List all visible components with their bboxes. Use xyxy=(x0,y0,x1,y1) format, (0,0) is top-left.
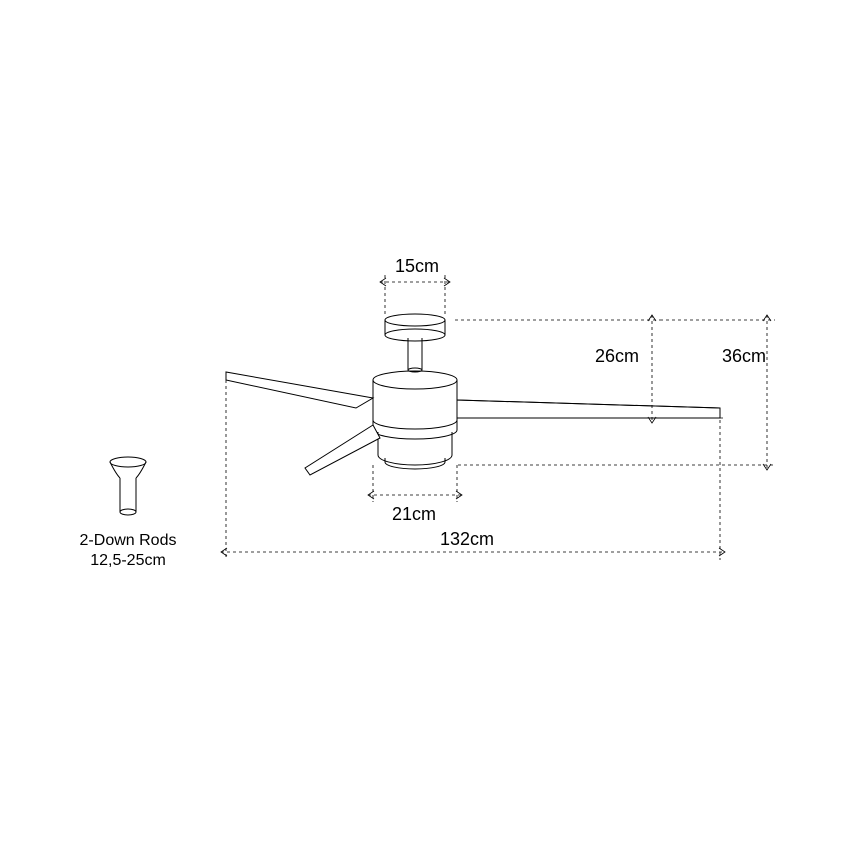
dim-motor-width xyxy=(368,465,462,502)
label-mount-width: 15cm xyxy=(395,256,439,276)
fan-technical-diagram: 15cm 21cm 132cm 26cm 36cm 2-Down Rods 12… xyxy=(0,0,868,868)
label-downrod-range: 12,5-25cm xyxy=(90,552,166,569)
label-height-outer: 36cm xyxy=(722,346,766,366)
label-height-inner: 26cm xyxy=(595,346,639,366)
label-downrod-title: 2-Down Rods xyxy=(80,532,177,549)
fan-blades xyxy=(226,372,720,475)
label-span: 132cm xyxy=(440,529,494,549)
downrod-sample xyxy=(110,457,146,515)
dim-height-outer xyxy=(458,315,775,470)
ceiling-mount xyxy=(385,314,445,341)
motor-housing xyxy=(373,371,457,439)
label-motor-width: 21cm xyxy=(392,504,436,524)
dim-mount-width xyxy=(380,275,450,315)
downrod xyxy=(408,338,422,372)
